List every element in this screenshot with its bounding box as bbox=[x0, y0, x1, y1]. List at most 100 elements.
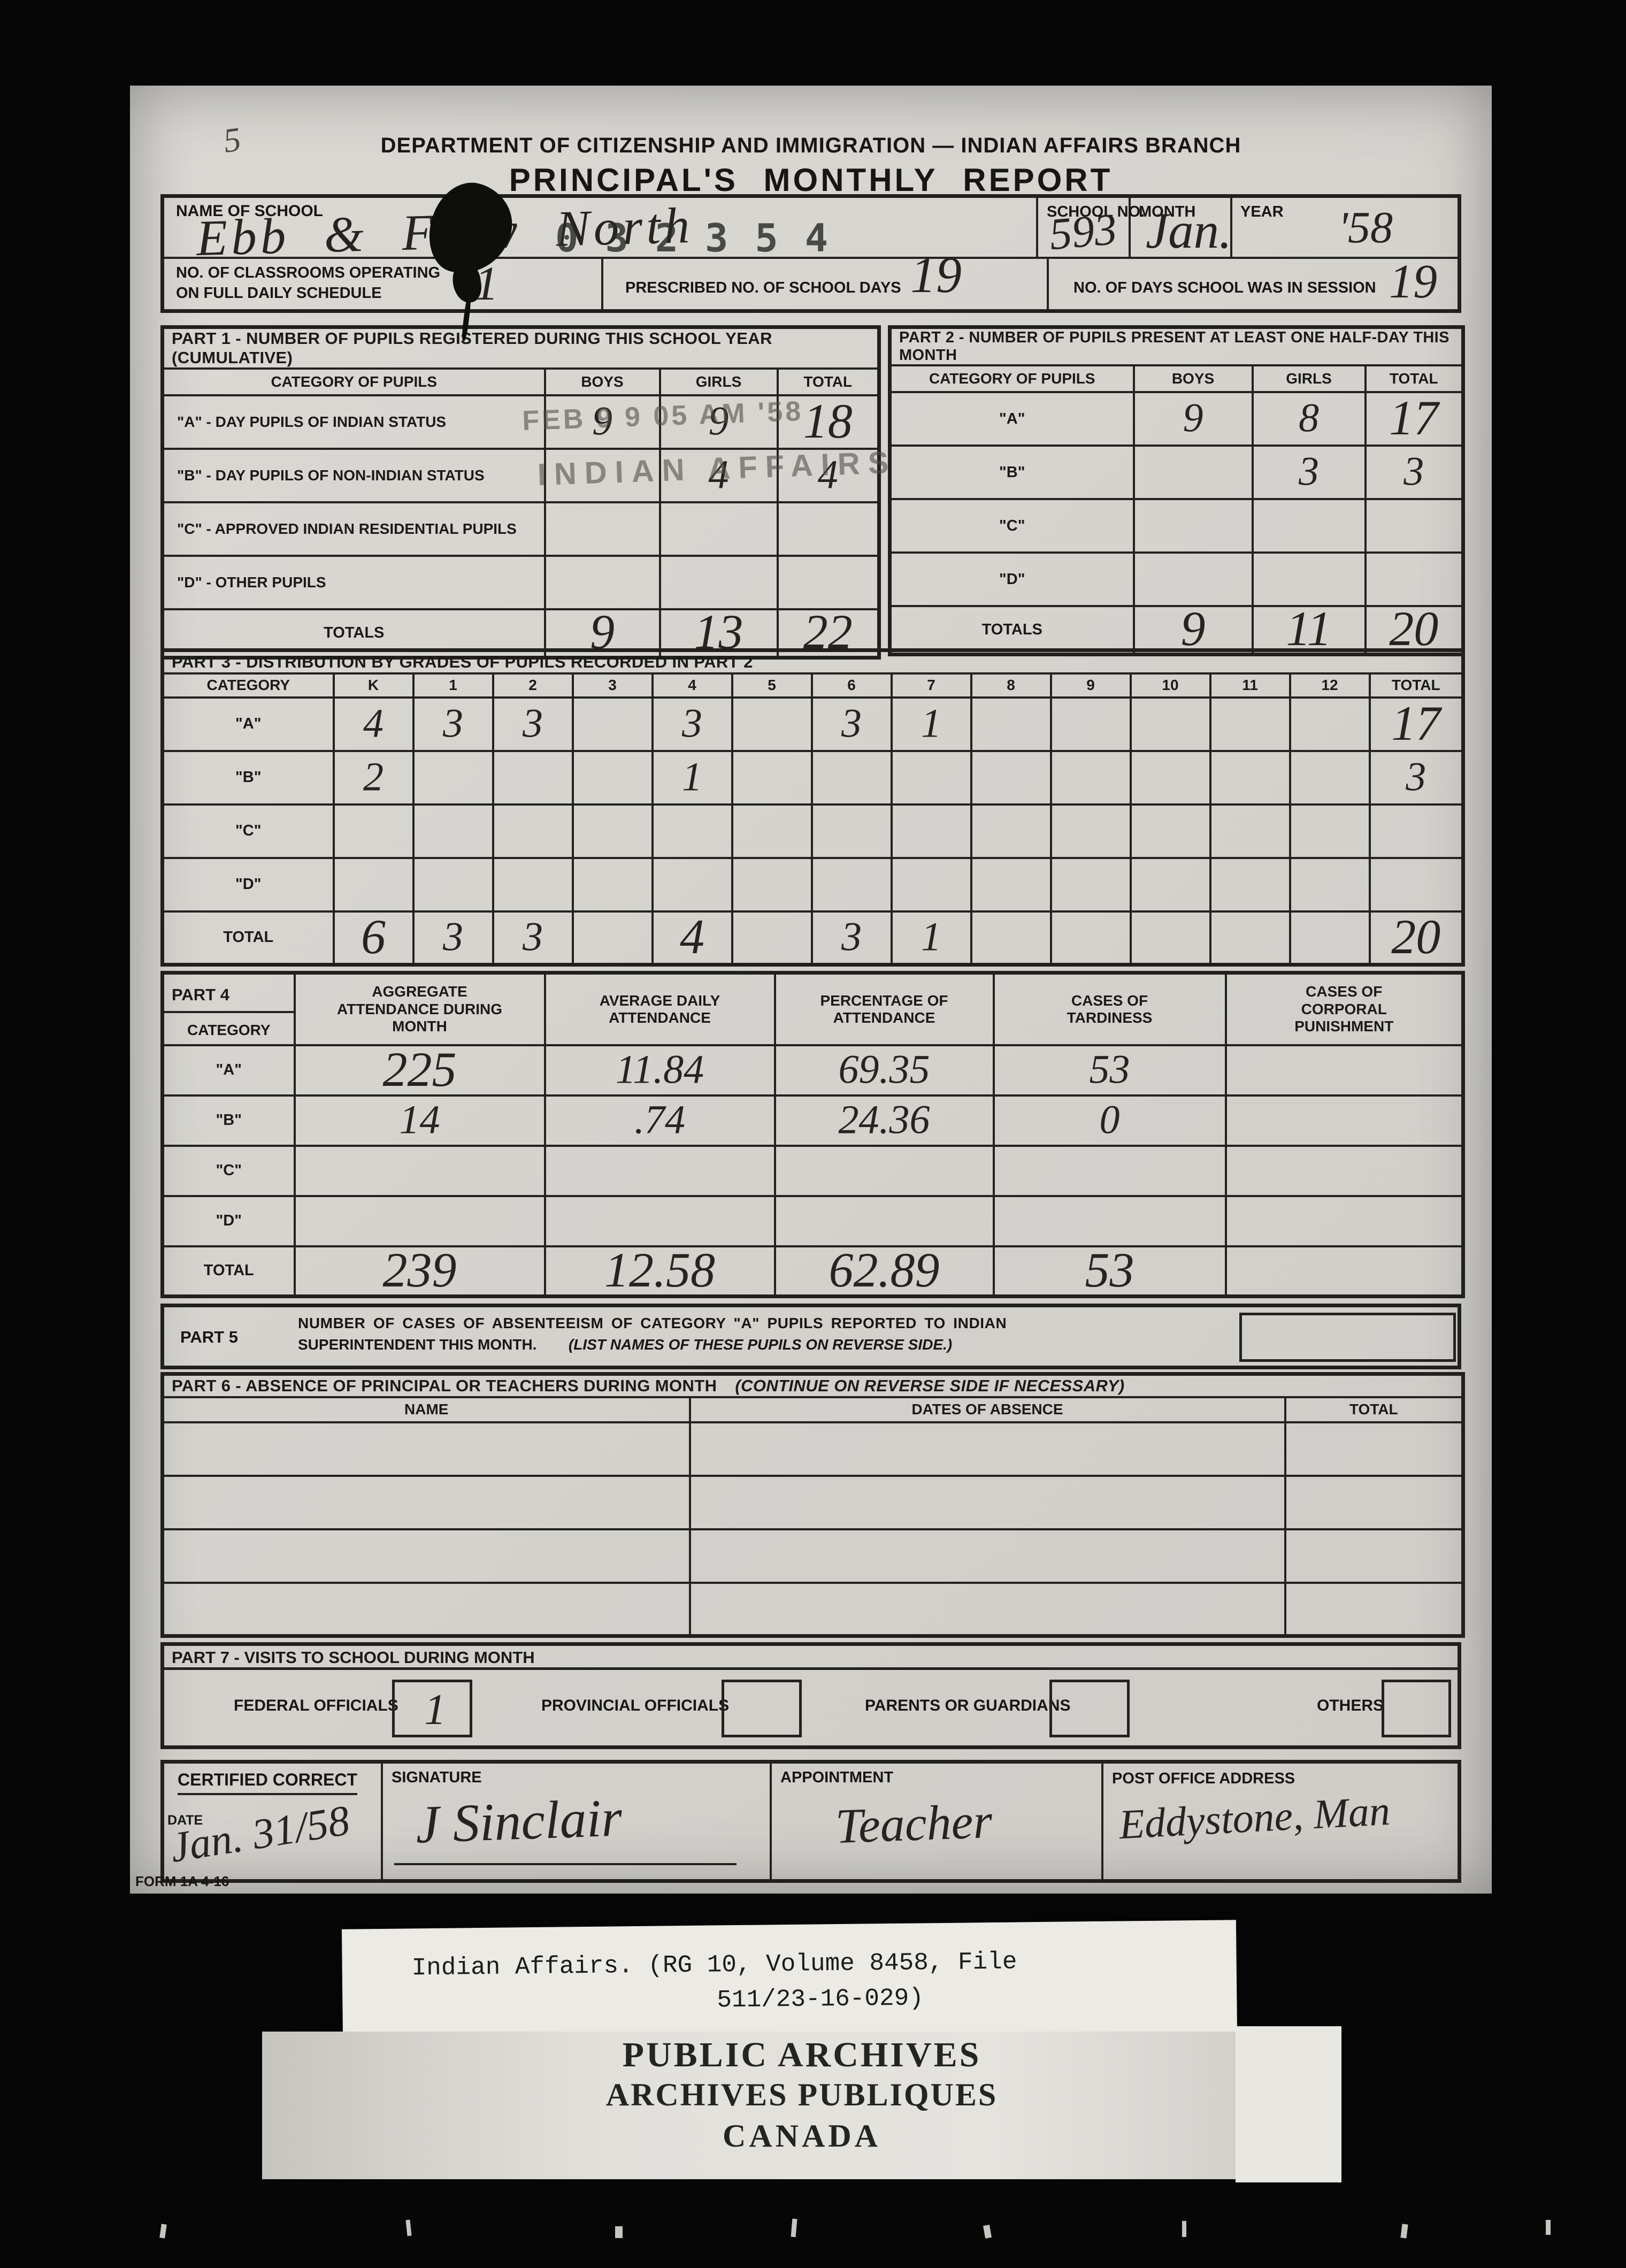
grade-cell bbox=[810, 749, 893, 806]
prescribed-days-label: PRESCRIBED NO. OF SCHOOL DAYS bbox=[625, 279, 901, 296]
column-header: AGGREGATE ATTENDANCE DURING MONTH bbox=[293, 971, 546, 1046]
year-value: '58 bbox=[1338, 203, 1393, 252]
tardiness-value: 0 bbox=[992, 1094, 1227, 1147]
corporal-value bbox=[1224, 1245, 1464, 1298]
part6-title: PART 6 - ABSENCE OF PRINCIPAL OR TEACHER… bbox=[172, 1376, 717, 1395]
grade-cell bbox=[1288, 696, 1371, 752]
part1-row-b: "B" - DAY PUPILS OF NON-INDIAN STATUS 4 … bbox=[161, 448, 880, 503]
grade-cell bbox=[492, 803, 574, 859]
average-value bbox=[543, 1194, 776, 1247]
boys-value bbox=[1132, 445, 1254, 500]
aggregate-value bbox=[293, 1144, 546, 1197]
certified-correct-label: CERTIFIED CORRECT bbox=[178, 1770, 357, 1795]
grade-cell bbox=[1129, 749, 1211, 806]
grade-header: 11 bbox=[1209, 672, 1291, 699]
grade-cell bbox=[810, 803, 893, 859]
total-cell bbox=[1284, 1581, 1464, 1637]
grade-cell: 2 bbox=[332, 749, 415, 806]
part6-row bbox=[161, 1474, 1464, 1530]
grade-cell bbox=[970, 856, 1052, 913]
dates-cell bbox=[688, 1528, 1286, 1584]
archives-stamp-strip: PUBLIC ARCHIVES ARCHIVES PUBLIQUES CANAD… bbox=[262, 2026, 1341, 2182]
grade-cell bbox=[1129, 803, 1211, 859]
grade-cell bbox=[1209, 803, 1291, 859]
part2-row-c: "C" bbox=[888, 498, 1464, 554]
part6-table: PART 6 - ABSENCE OF PRINCIPAL OR TEACHER… bbox=[160, 1372, 1465, 1638]
provincial-officials-box bbox=[722, 1680, 802, 1737]
signature-label: SIGNATURE bbox=[392, 1769, 482, 1786]
part2-row-d: "D" bbox=[888, 551, 1464, 607]
totals-girls: 11 bbox=[1251, 604, 1367, 655]
grade-cell bbox=[1288, 749, 1371, 806]
girls-value: 9 bbox=[658, 394, 779, 450]
total-cell bbox=[1284, 1474, 1464, 1530]
federal-officials-box: 1 bbox=[392, 1680, 472, 1737]
boys-value bbox=[1132, 551, 1254, 607]
post-office-address-value: Eddystone, Man bbox=[1118, 1787, 1391, 1848]
percentage-value bbox=[773, 1194, 995, 1247]
classrooms-label-line1: NO. OF CLASSROOMS OPERATING bbox=[176, 264, 441, 281]
row-label: "D" bbox=[161, 856, 335, 913]
name-cell bbox=[161, 1581, 691, 1637]
name-cell bbox=[161, 1528, 691, 1584]
grade-cell bbox=[1049, 803, 1132, 859]
boys-value bbox=[543, 448, 661, 503]
percentage-value bbox=[773, 1144, 995, 1197]
row-label: TOTAL bbox=[161, 1245, 296, 1298]
others-label: OTHERS bbox=[1317, 1697, 1384, 1714]
grade-cell bbox=[970, 696, 1052, 752]
grade-cell bbox=[1209, 910, 1291, 966]
classrooms-label-line2: ON FULL DAILY SCHEDULE bbox=[176, 285, 382, 302]
column-header: DATES OF ABSENCE bbox=[688, 1396, 1286, 1423]
archive-reference-line1: Indian Affairs. (RG 10, Volume 8458, Fil… bbox=[411, 1948, 1017, 1982]
girls-value: 8 bbox=[1251, 391, 1367, 447]
grade-cell bbox=[810, 856, 893, 913]
total-value bbox=[1364, 551, 1464, 607]
form-number: FORM 1A 4-16 bbox=[135, 1873, 229, 1889]
school-no-value: 593 bbox=[1047, 204, 1119, 260]
grade-cell: 4 bbox=[651, 910, 733, 966]
part1-row-d: "D" - OTHER PUPILS bbox=[161, 555, 880, 610]
grade-cell: 4 bbox=[332, 696, 415, 752]
school-no-label: SCHOOL NO. bbox=[1047, 203, 1145, 220]
part3-table: PART 3 - DISTRIBUTION BY GRADES OF PUPIL… bbox=[160, 648, 1466, 967]
average-value: 12.58 bbox=[543, 1245, 776, 1298]
dates-cell bbox=[688, 1474, 1286, 1530]
grade-cell bbox=[571, 749, 654, 806]
grade-cell: 3 bbox=[412, 696, 494, 752]
parents-guardians-box bbox=[1049, 1680, 1130, 1737]
row-label: "B" bbox=[888, 445, 1135, 500]
total-value bbox=[1368, 856, 1464, 913]
signature-value: J Sinclair bbox=[415, 1788, 623, 1855]
total-value: 4 bbox=[776, 448, 880, 503]
row-label: "C" - APPROVED INDIAN RESIDENTIAL PUPILS bbox=[161, 501, 546, 557]
archives-stamp-line3: CANADA bbox=[723, 2118, 881, 2154]
department-heading: DEPARTMENT OF CITIZENSHIP AND IMMIGRATIO… bbox=[380, 134, 1241, 157]
grade-cell bbox=[1049, 749, 1132, 806]
girls-value: 4 bbox=[658, 448, 779, 503]
aggregate-value: 225 bbox=[293, 1044, 546, 1097]
part2-row-a: "A" 9 8 17 bbox=[888, 391, 1464, 447]
tardiness-value: 53 bbox=[992, 1044, 1227, 1097]
total-value: 17 bbox=[1368, 696, 1464, 752]
percentage-value: 69.35 bbox=[773, 1044, 995, 1097]
total-value: 20 bbox=[1368, 910, 1464, 966]
part3-row-d: "D" bbox=[161, 856, 1464, 913]
date-value: Jan. 31/58 bbox=[167, 1797, 353, 1872]
grade-cell bbox=[1129, 910, 1211, 966]
grade-cell bbox=[1049, 856, 1132, 913]
part4-label: PART 4 bbox=[164, 980, 294, 1013]
grade-cell bbox=[571, 696, 654, 752]
girls-value bbox=[658, 501, 779, 557]
grade-cell: 1 bbox=[890, 696, 972, 752]
part4-table: PART 4 CATEGORY AGGREGATE ATTENDANCE DUR… bbox=[160, 971, 1465, 1298]
name-cell bbox=[161, 1474, 691, 1530]
average-value: 11.84 bbox=[543, 1044, 776, 1097]
post-office-address-label: POST OFFICE ADDRESS bbox=[1112, 1770, 1295, 1787]
federal-officials-label: FEDERAL OFFICIALS bbox=[234, 1697, 398, 1714]
part1-row-a: "A" - DAY PUPILS OF INDIAN STATUS 9 9 18 bbox=[161, 394, 880, 450]
percentage-value: 62.89 bbox=[773, 1245, 995, 1298]
grade-cell bbox=[970, 910, 1052, 966]
part3-row-c: "C" bbox=[161, 803, 1464, 859]
